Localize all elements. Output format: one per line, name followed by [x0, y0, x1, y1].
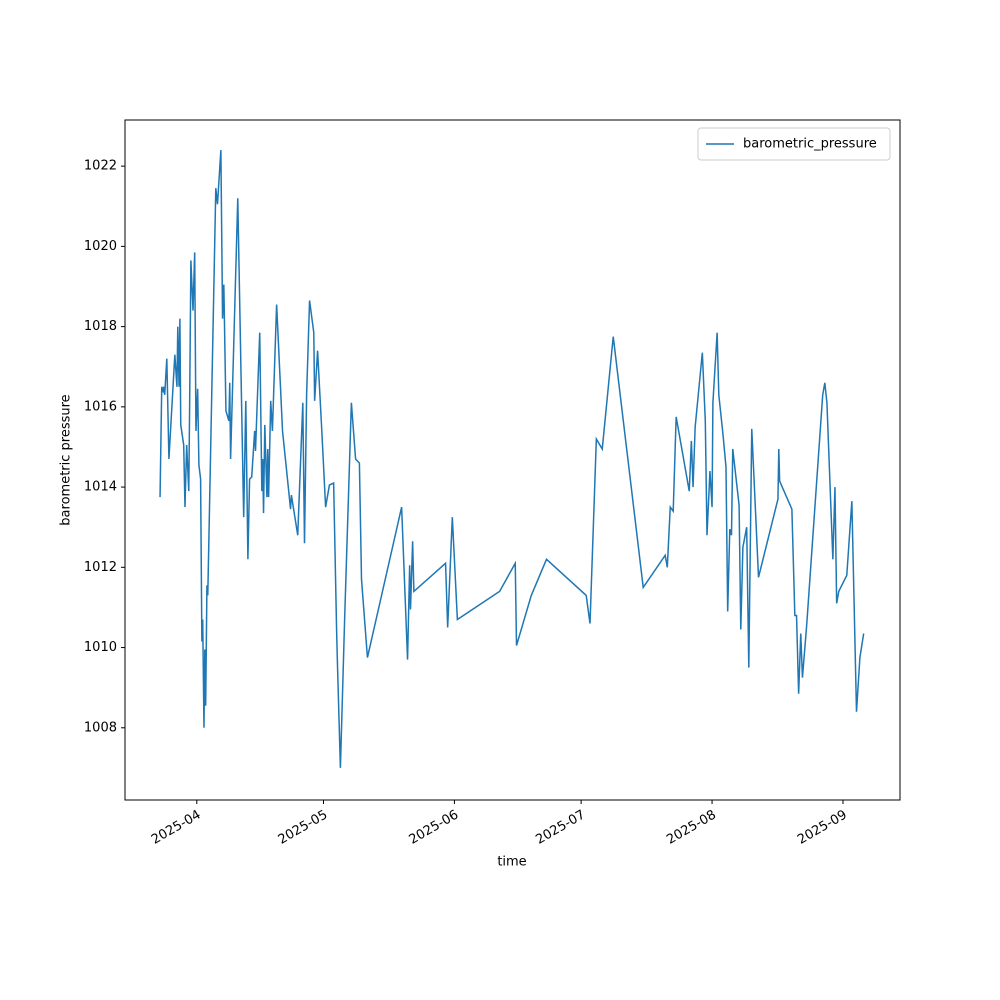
x-tick-label: 2025-04 — [149, 808, 204, 848]
y-tick-label: 1014 — [84, 480, 117, 495]
y-tick-label: 1012 — [84, 560, 117, 575]
legend-label: barometric_pressure — [743, 137, 877, 152]
x-tick-label: 2025-07 — [533, 808, 588, 848]
y-tick-label: 1022 — [84, 159, 117, 174]
y-tick-label: 1008 — [84, 720, 117, 735]
y-tick-label: 1010 — [84, 640, 117, 655]
axes-frame — [124, 119, 901, 801]
plot-area — [159, 150, 865, 768]
y-axis-label: barometric pressure — [59, 394, 74, 525]
y-tick-label: 1016 — [84, 399, 117, 414]
x-tick-label: 2025-06 — [407, 808, 462, 848]
legend-box — [697, 127, 891, 161]
x-tick-label: 2025-05 — [276, 808, 331, 848]
x-tick-label: 2025-09 — [795, 808, 850, 848]
x-axis-label: time — [497, 855, 526, 870]
data-line — [159, 150, 865, 768]
y-tick-label: 1020 — [84, 239, 117, 254]
x-tick-label: 2025-08 — [664, 808, 719, 848]
y-tick-label: 1018 — [84, 319, 117, 334]
